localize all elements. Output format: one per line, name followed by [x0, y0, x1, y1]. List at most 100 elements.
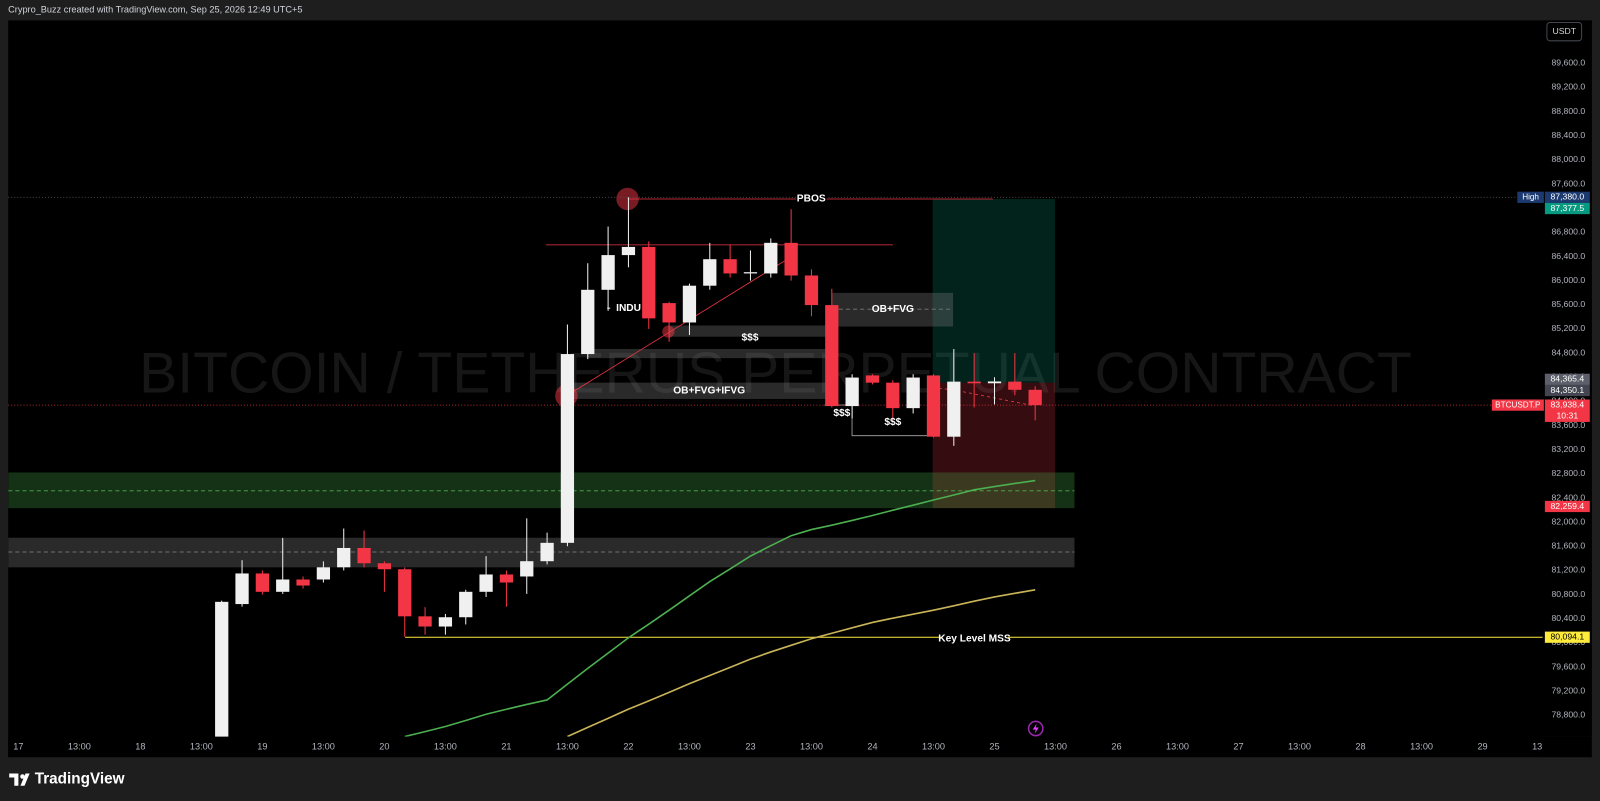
annotation: Key Level MSS: [938, 633, 1011, 644]
y-tick-label: 84,800.0: [1551, 347, 1585, 357]
x-tick-label: 13:00: [800, 741, 823, 751]
y-tick-label: 86,000.0: [1551, 275, 1585, 285]
time-axis: [8, 736, 1592, 758]
candle-body: [967, 381, 981, 384]
y-tick-label: 79,200.0: [1551, 685, 1585, 695]
y-tick-label: 81,200.0: [1551, 565, 1585, 575]
candle-body: [926, 375, 941, 437]
fvg-zone: [586, 348, 829, 359]
x-tick-label: 18: [135, 741, 145, 751]
price-tag: [1544, 202, 1590, 215]
candle-body: [418, 616, 432, 627]
candle-body: [316, 567, 331, 580]
candle-body: [581, 289, 595, 355]
candle-body: [784, 242, 798, 276]
price-tag-title: [1491, 399, 1544, 411]
x-tick-label: 23: [745, 741, 755, 751]
y-tick-label: 80,400.0: [1551, 613, 1585, 623]
x-tick-label: 13:00: [678, 741, 701, 751]
candle-body: [499, 574, 514, 583]
candle-body: [703, 259, 717, 286]
annotation: $$$: [742, 332, 759, 343]
candle-body: [520, 561, 534, 577]
x-tick-label: 25: [989, 741, 999, 751]
candle-body: [377, 563, 392, 570]
long-target-zone: [932, 198, 1056, 383]
x-tick-label: 29: [1477, 741, 1487, 751]
candle-body: [1008, 381, 1022, 390]
x-tick-label: 28: [1355, 741, 1365, 751]
price-tag: [1544, 500, 1590, 513]
y-tick-label: 89,600.0: [1551, 58, 1585, 68]
price-tag: [1544, 399, 1590, 422]
price-tag-title-label: High: [1522, 192, 1539, 201]
x-tick-label: 21: [501, 741, 511, 751]
moving-average: [404, 479, 1036, 737]
y-tick-label: 87,600.0: [1551, 178, 1585, 188]
candle-body: [947, 381, 961, 437]
currency-button[interactable]: [1546, 21, 1583, 42]
y-tick-label: 82,000.0: [1551, 516, 1585, 526]
x-tick-label: 13:00: [1288, 741, 1311, 751]
x-tick-label: 27: [1233, 741, 1243, 751]
demand-zone: [8, 472, 1075, 509]
candle-body: [825, 305, 839, 407]
price-tag: [1544, 384, 1590, 397]
candle-body: [479, 574, 493, 592]
labels: PBOS INDU $$$ OB+FVG OB+FVG+IFVG $$$ $$$…: [616, 192, 1044, 737]
price-tag-title: [1517, 191, 1544, 203]
annotation: OB+FVG+IFVG: [673, 385, 745, 396]
x-tick-label: 13:00: [1044, 741, 1067, 751]
annotation: $$$: [884, 417, 901, 428]
y-tick-label: 88,400.0: [1551, 130, 1585, 140]
y-tick-label: 82,400.0: [1551, 492, 1585, 502]
candle-body: [357, 547, 371, 564]
axis-corner: [1542, 736, 1592, 758]
alert-icon[interactable]: [1027, 720, 1044, 737]
candle-body: [845, 377, 859, 407]
pivot-marker: [662, 325, 675, 338]
plot-background: [8, 20, 1592, 758]
ob-fvg-zone: [831, 292, 954, 327]
y-tick-label: 86,400.0: [1551, 251, 1585, 261]
price-tag-label: 83,938.4: [1550, 399, 1584, 409]
moving-average: [567, 588, 1036, 737]
x-tick-label: 13:00: [1166, 741, 1189, 751]
y-tick-label: 82,800.0: [1551, 468, 1585, 478]
y-tick-label: 88,800.0: [1551, 106, 1585, 116]
candle-body: [296, 579, 310, 586]
candle-body: [886, 382, 900, 409]
candle-body: [682, 285, 697, 323]
x-tick-label: 22: [623, 741, 633, 751]
y-tick-label: 79,600.0: [1551, 661, 1585, 671]
x-tick-label: 13:00: [922, 741, 945, 751]
candle-body: [642, 246, 656, 319]
currency-label: USDT: [1552, 26, 1576, 36]
x-tick-label: 13:00: [434, 741, 457, 751]
candle-body: [662, 303, 676, 323]
price-tag: [1544, 373, 1590, 385]
candle-body: [560, 354, 575, 543]
y-tick-label: 85,200.0: [1551, 323, 1585, 333]
y-tick-label: 78,800.0: [1551, 710, 1585, 720]
watermark: BITCOIN / TETHERUS PERPETUAL CONTRACT: [139, 342, 1412, 406]
y-tick-label: 88,000.0: [1551, 154, 1585, 164]
logo: TradingView: [9, 771, 125, 788]
price-tag: [1544, 631, 1590, 643]
candle-body: [804, 275, 819, 306]
x-tick-label: 13:00: [68, 741, 91, 751]
candle-body: [621, 246, 636, 256]
candle-body: [235, 573, 249, 605]
x-tick-label: 13:00: [190, 741, 213, 751]
ob-fvg-ifvg-zone: [566, 382, 829, 399]
annotation: PBOS: [797, 194, 826, 205]
candle-body: [764, 242, 778, 274]
candle-body: [276, 579, 290, 592]
liquidity-zone: [668, 325, 829, 337]
candle-body: [865, 375, 880, 383]
candle-body: [215, 601, 229, 737]
alert-icon-bolt: [1032, 723, 1039, 734]
price-tag-title-label: BTCUSDT.P: [1495, 400, 1541, 409]
